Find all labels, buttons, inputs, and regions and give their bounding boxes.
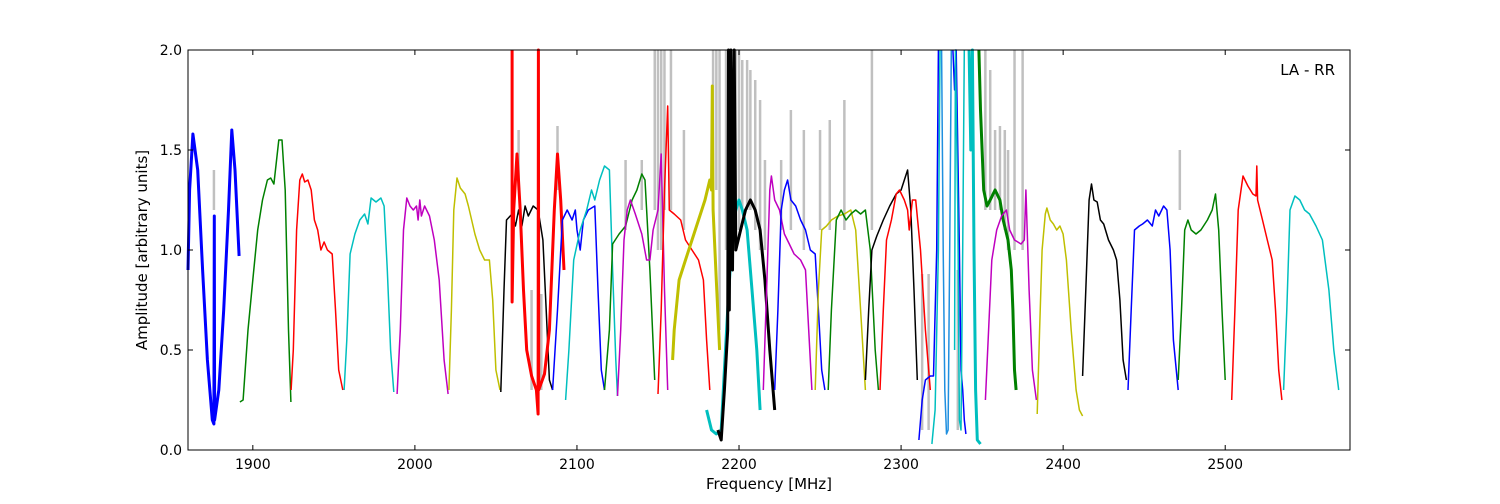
x-tick-label: 2000 [397,457,433,473]
series-line-magenta-11 [616,153,669,397]
series-line-green-28 [977,49,1018,391]
series-line-black-20 [864,169,919,381]
series-line-black-6 [500,205,554,393]
series-line-black-31 [1081,183,1128,381]
series-line-red-12 [657,105,711,395]
y-axis-label: Amplitude [arbitrary units] [133,150,151,350]
x-tick-label: 2300 [883,457,919,473]
x-tick-label: 2100 [559,457,595,473]
series-line-lightblue-24 [940,49,953,435]
x-tick-label: 2200 [721,457,757,473]
series-line-cyan-9 [564,165,619,401]
x-tick-label: 2500 [1207,457,1243,473]
series-line-magenta-16 [762,175,813,391]
series-line-yellow-18 [814,209,867,391]
series-line-blue-8 [551,205,606,391]
series-line-green-1 [239,139,292,403]
y-tick-label: 0.0 [160,443,182,459]
series-line-blue-22 [918,49,940,441]
series-line-cyan-23 [931,49,941,445]
series-line-blue-32 [1127,205,1179,391]
y-tick-label: 0.5 [160,343,182,359]
axis-ticks: 1900 2000 2100 2200 2300 2400 2500 0.0 0.5 1.0 1.5… [160,43,1350,473]
series-line-green-10 [603,173,656,391]
y-tick-label: 1.0 [160,243,182,259]
series-line-yellow-5 [448,177,501,391]
series-line-red-7 [510,48,566,416]
background-trace [212,50,1182,430]
series-line-red-21 [879,189,932,391]
series-group [186,48,1340,445]
series-line-black-15 [716,48,777,442]
series-line-yellow-13 [671,84,722,361]
x-tick-label: 2400 [1045,457,1081,473]
series-line-cyan-27 [967,48,982,445]
series-line-yellow-30 [1036,207,1084,417]
series-line-green-19 [827,209,880,391]
series-line-red-34 [1230,165,1283,401]
x-axis-label: Frequency [MHz] [706,475,832,493]
x-tick-label: 1900 [235,457,271,473]
series-line-cyan-3 [343,197,395,393]
series-line-blue-0 [186,128,241,426]
panel-annotation: LA - RR [1280,61,1335,79]
series-line-cyan-35 [1282,195,1340,391]
plot-frame [187,49,1351,451]
y-tick-label: 1.5 [160,143,182,159]
series-line-red-2 [290,173,344,391]
series-line-magenta-29 [984,189,1038,401]
y-tick-label: 2.0 [160,43,182,59]
series-line-magenta-4 [396,197,449,395]
series-line-green-33 [1177,193,1226,381]
